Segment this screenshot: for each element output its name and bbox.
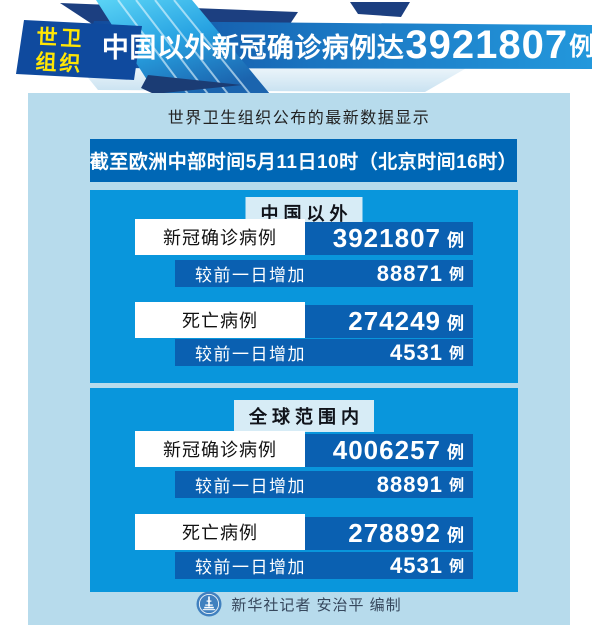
- stat-value: 3921807: [332, 223, 441, 253]
- stat-label-box: 死亡病例: [135, 302, 305, 338]
- title-prefix: 中国以外新冠确诊病例达: [101, 32, 405, 63]
- substat-value: 88891: [376, 471, 443, 497]
- substat-value: 4531: [390, 339, 443, 365]
- substat-bar: 较前一日增加 4531 例: [175, 339, 473, 366]
- ribbon-bottom-tip: [141, 75, 242, 94]
- stat-row-daily-increase: 较前一日增加 4531 例: [90, 552, 518, 588]
- ribbon-top-notch: [350, 2, 410, 17]
- page-title: 中国以外新冠确诊病例达 3921807 例: [102, 20, 594, 70]
- stat-label: 新冠确诊病例: [163, 228, 277, 248]
- substat-label: 较前一日增加: [195, 266, 306, 285]
- stat-label: 新冠确诊病例: [163, 440, 277, 460]
- stat-label: 死亡病例: [182, 523, 258, 543]
- stat-unit: 例: [447, 443, 464, 462]
- substat-bar: 较前一日增加 88871 例: [175, 260, 473, 287]
- stat-row-daily-increase: 较前一日增加 88871 例: [90, 260, 518, 296]
- stat-value-box: 3921807 例: [305, 222, 473, 255]
- stat-label-box: 新冠确诊病例: [135, 219, 305, 255]
- section-heading: 全球范围内: [234, 400, 374, 432]
- content-area: 世界卫生组织公布的最新数据显示 截至欧洲中部时间5月11日10时（北京时间16时…: [28, 93, 570, 625]
- stat-unit: 例: [447, 526, 464, 545]
- who-badge-shape: [16, 20, 142, 80]
- stat-label-box: 新冠确诊病例: [135, 431, 305, 467]
- substat-label: 较前一日增加: [195, 477, 306, 496]
- who-badge-line2: 组织: [34, 50, 84, 77]
- who-badge-label: 世卫 组织: [35, 25, 85, 77]
- substat-unit: 例: [448, 558, 464, 575]
- panel-outside-china: 中国以外 新冠确诊病例 3921807 例 较前一日增加 88871 例 死亡病…: [90, 190, 518, 383]
- substat-bar: 较前一日增加 88891 例: [175, 471, 473, 498]
- stat-row-daily-increase: 较前一日增加 4531 例: [90, 339, 518, 375]
- stat-value: 4006257: [332, 435, 441, 465]
- stat-value: 274249: [348, 306, 441, 336]
- diagonal-ribbon: [96, 0, 270, 94]
- stat-value: 278892: [348, 518, 441, 548]
- stat-unit: 例: [447, 314, 464, 333]
- substat-unit: 例: [448, 266, 464, 283]
- substat-unit: 例: [448, 477, 464, 494]
- stat-value-box: 274249 例: [305, 305, 473, 338]
- panel-worldwide: 全球范围内 新冠确诊病例 4006257 例 较前一日增加 88891 例 死亡…: [90, 388, 518, 592]
- stat-value-box: 278892 例: [305, 517, 473, 550]
- substat-label: 较前一日增加: [195, 345, 306, 364]
- substat-label: 较前一日增加: [195, 558, 306, 577]
- stat-row-deaths: 死亡病例 274249 例: [90, 302, 518, 338]
- xinhua-agency-logo-icon: [196, 591, 222, 617]
- stat-label: 死亡病例: [182, 311, 258, 331]
- stat-label-box: 死亡病例: [135, 514, 305, 550]
- credit-text: 新华社记者 安治平 编制: [231, 596, 402, 614]
- stat-row-confirmed: 新冠确诊病例 4006257 例: [90, 431, 518, 467]
- subtitle: 世界卫生组织公布的最新数据显示: [167, 110, 431, 127]
- stat-unit: 例: [447, 231, 464, 250]
- stat-row-daily-increase: 较前一日增加 88891 例: [90, 471, 518, 507]
- date-banner: 截至欧洲中部时间5月11日10时（北京时间16时）: [90, 139, 517, 182]
- substat-value: 4531: [390, 552, 443, 578]
- who-badge-line1: 世卫: [36, 25, 86, 52]
- title-number: 3921807: [405, 22, 569, 67]
- substat-value: 88871: [376, 260, 443, 286]
- substat-bar: 较前一日增加 4531 例: [175, 552, 473, 579]
- title-unit: 例: [569, 33, 595, 61]
- stat-value-box: 4006257 例: [305, 434, 473, 467]
- substat-unit: 例: [448, 345, 464, 362]
- header-banner-art: [16, 0, 592, 95]
- stat-row-deaths: 死亡病例 278892 例: [90, 514, 518, 550]
- footer-credit-line: 新华社记者 安治平 编制: [28, 591, 570, 617]
- stat-row-confirmed: 新冠确诊病例 3921807 例: [90, 219, 518, 255]
